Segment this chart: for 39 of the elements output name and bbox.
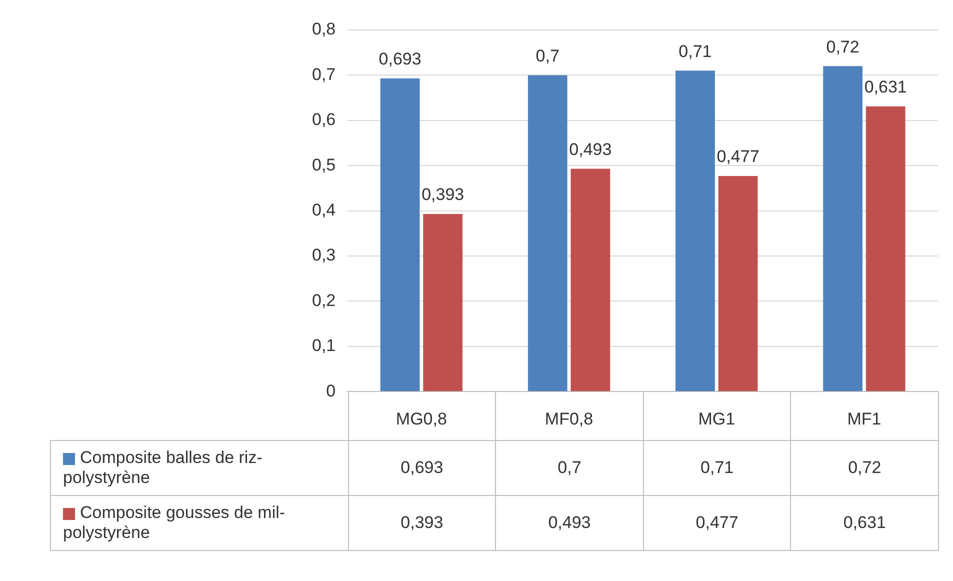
y-tick-label: 0,2: [312, 290, 336, 310]
text: 0,7: [536, 46, 560, 66]
text: 0,393: [422, 185, 464, 204]
data-label: 0,693: [348, 440, 496, 496]
y-tick-label: 0,5: [312, 155, 336, 174]
text: 0,71: [678, 42, 712, 61]
data-label: 0,71: [643, 440, 791, 496]
data-label: 0,72: [790, 440, 938, 496]
y-tick-label: 0,6: [312, 110, 336, 130]
text: 0,493: [569, 140, 612, 159]
data-label: 0,477: [643, 496, 791, 550]
text: 0,72: [826, 37, 860, 56]
legend-label: Composite balles de riz-polystyrène: [50, 440, 348, 496]
data-label: 0,393: [348, 496, 496, 550]
bar: [718, 176, 758, 392]
x-tick-label: MF1: [847, 409, 882, 428]
x-tick-label: MG1: [698, 409, 736, 428]
bar: [380, 78, 420, 392]
text: 0,477: [716, 147, 760, 166]
y-tick-label: 0,7: [312, 64, 336, 84]
data-label: 0,631: [790, 496, 938, 550]
bar: [866, 106, 906, 392]
text: 0,693: [378, 50, 422, 69]
x-tick-label: MF0,8: [544, 409, 594, 428]
text: 0,631: [864, 78, 907, 97]
data-label: 0,7: [496, 440, 644, 496]
y-tick-label: 0,1: [312, 336, 336, 356]
y-tick-label: 0,3: [312, 246, 336, 265]
bar: [570, 168, 610, 392]
y-tick-label: 0: [326, 381, 336, 400]
bar: [676, 70, 715, 392]
y-tick-label: 0,4: [312, 200, 336, 220]
bar: [423, 214, 463, 392]
data-label: 0,493: [496, 496, 644, 550]
legend-label: Composite gousses de mil-polystyrène: [50, 496, 348, 550]
bar: [823, 66, 862, 392]
bar: [528, 75, 568, 392]
y-tick-label: 0,8: [312, 20, 336, 39]
x-tick-label: MG0,8: [396, 409, 447, 428]
